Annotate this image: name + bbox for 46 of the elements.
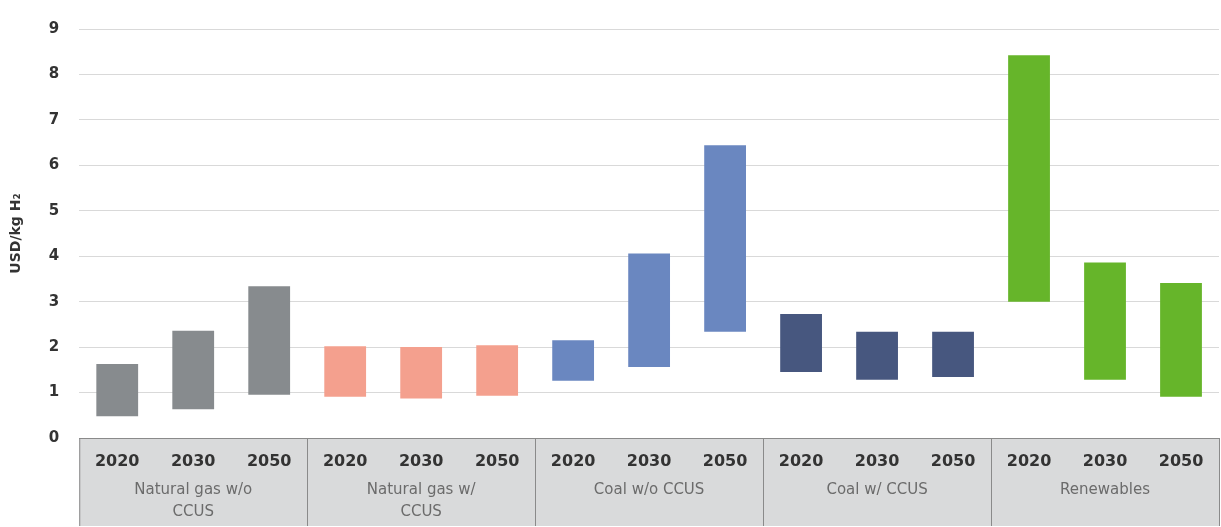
bar <box>324 346 367 397</box>
x-tick-label: 2030 <box>1082 450 1128 470</box>
y-tick-label: 9 <box>48 18 60 37</box>
bar <box>1084 262 1126 380</box>
text: Coal w/ CCUS <box>826 479 928 498</box>
x-tick-label: 2050 <box>246 450 292 470</box>
x-tick-label: 2050 <box>930 450 976 470</box>
bar <box>248 286 291 395</box>
x-tick-label: 2050 <box>474 450 520 470</box>
bar <box>552 340 595 381</box>
x-tick-label: 2030 <box>170 450 216 470</box>
bar <box>1160 283 1202 397</box>
bar <box>780 313 822 373</box>
bar <box>932 331 974 378</box>
bar <box>704 145 746 332</box>
bar <box>628 253 671 368</box>
bar <box>476 345 519 396</box>
x-tick-label: 2050 <box>1158 450 1204 470</box>
y-tick-label: 6 <box>48 155 60 174</box>
x-tick-label: 2020 <box>550 450 596 470</box>
text: Renewables <box>1060 479 1151 498</box>
x-tick-label: 2020 <box>322 450 368 470</box>
y-tick-label: 7 <box>48 109 60 128</box>
y-tick-label: 5 <box>48 200 60 219</box>
x-tick-label: 2030 <box>398 450 444 470</box>
x-tick-label: 2030 <box>626 450 672 470</box>
bar <box>172 330 215 410</box>
y-tick-label: 2 <box>48 337 60 355</box>
y-tick-label: 0 <box>48 427 60 446</box>
text: Coal w/o CCUS <box>593 479 705 498</box>
y-tick-label: 4 <box>48 246 60 265</box>
x-tick-label: 2020 <box>1006 450 1052 470</box>
bar <box>856 331 898 380</box>
x-tick-label: 2020 <box>94 450 140 470</box>
x-tick-label: 2050 <box>702 450 748 470</box>
bar <box>96 363 139 417</box>
y-axis-title: USD/kg H₂ <box>7 193 24 274</box>
y-tick-label: 1 <box>48 382 60 401</box>
y-tick-label: 3 <box>48 291 60 310</box>
bar <box>400 347 443 399</box>
bar <box>1008 55 1050 302</box>
x-tick-label: 2030 <box>854 450 900 470</box>
y-tick-label: 8 <box>48 64 60 83</box>
text: Natural gas w/ CCUS <box>366 479 477 520</box>
text: Natural gas w/o CCUS <box>134 479 253 520</box>
x-tick-label: 2020 <box>778 450 824 470</box>
